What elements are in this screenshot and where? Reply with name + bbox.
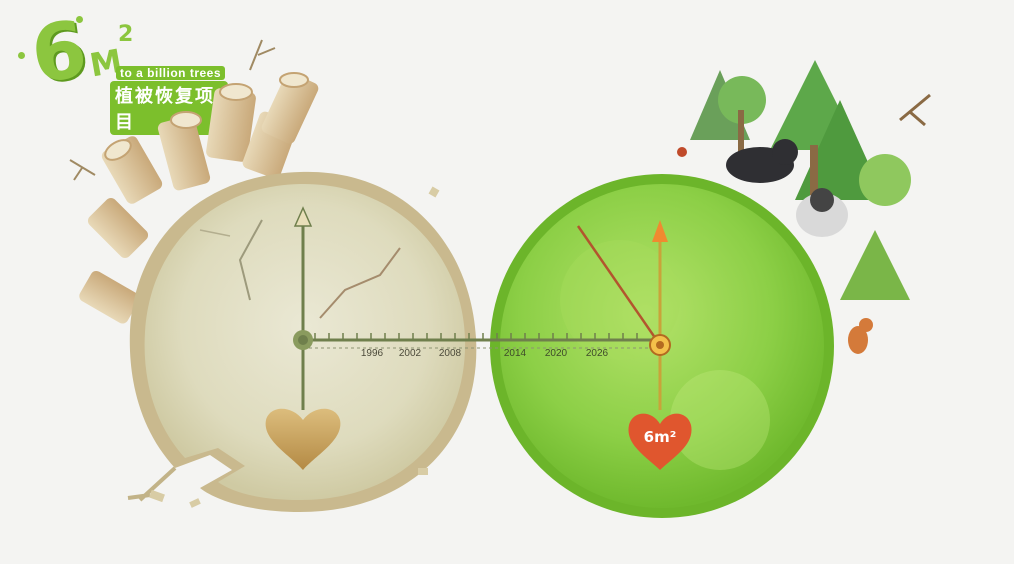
wood-chips — [149, 186, 440, 508]
year-label: 2020 — [545, 348, 568, 359]
logo-dot — [18, 52, 25, 59]
year-label: 2014 — [504, 348, 527, 359]
forest-cluster — [677, 60, 931, 354]
left-clock-hands — [265, 206, 341, 470]
heart-badge-text: 6m² — [644, 428, 677, 446]
timeline: 1996 2002 2008 2014 2020 2026 — [303, 333, 660, 359]
year-label: 2002 — [399, 348, 422, 359]
logo-dot — [76, 16, 83, 23]
logo-tagline-en: to a billion trees — [116, 66, 226, 80]
right-clock-hands: 6m² — [576, 220, 692, 470]
logo: 6 M 2 to a billion trees 植被恢复项目 — [18, 5, 228, 135]
year-label: 2026 — [586, 348, 609, 359]
year-label: 1996 — [361, 348, 384, 359]
log-pile — [69, 39, 319, 324]
heart-red — [628, 413, 692, 470]
logo-superscript: 2 — [118, 22, 134, 47]
heart-gold — [265, 408, 341, 470]
logo-tagline-cn: 植被恢复项目 — [110, 81, 228, 135]
year-label: 2008 — [439, 348, 462, 359]
